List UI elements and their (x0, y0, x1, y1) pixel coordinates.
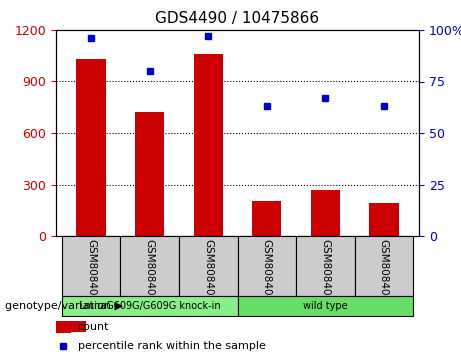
Bar (355, 236, 413, 296)
Text: count: count (78, 322, 109, 332)
Bar (135, 113, 164, 236)
Text: LmnaG609G/G609G knock-in: LmnaG609G/G609G knock-in (79, 301, 220, 311)
Bar (311, 190, 340, 236)
Bar (237, 296, 413, 316)
Title: GDS4490 / 10475866: GDS4490 / 10475866 (155, 11, 319, 26)
Text: genotype/variation ▶: genotype/variation ▶ (5, 301, 123, 311)
Text: GSM808404: GSM808404 (145, 239, 155, 302)
Bar (179, 236, 237, 296)
Bar (56, 321, 86, 332)
Bar (252, 201, 281, 236)
Bar (77, 59, 106, 236)
Bar (194, 54, 223, 236)
Text: GSM808403: GSM808403 (86, 239, 96, 302)
Text: GSM808408: GSM808408 (379, 239, 389, 302)
Text: GSM808405: GSM808405 (203, 239, 213, 302)
Text: GSM808406: GSM808406 (262, 239, 272, 302)
Bar (62, 296, 237, 316)
Text: wild type: wild type (303, 301, 348, 311)
Text: percentile rank within the sample: percentile rank within the sample (78, 341, 266, 351)
Text: GSM808407: GSM808407 (320, 239, 331, 302)
Bar (237, 236, 296, 296)
Bar (296, 236, 355, 296)
Bar (62, 236, 120, 296)
Bar (120, 236, 179, 296)
Bar (56, 321, 71, 333)
Bar (369, 202, 398, 236)
